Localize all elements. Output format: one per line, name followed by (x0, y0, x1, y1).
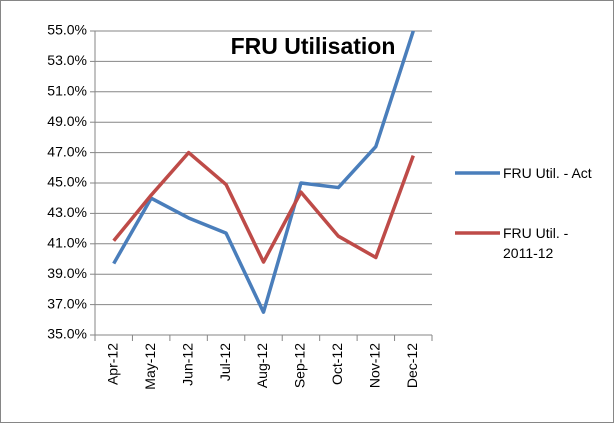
y-tick-label: 35.0% (47, 326, 87, 342)
x-tick-label: Jul-12 (217, 343, 233, 381)
x-tick-label: Apr-12 (104, 343, 120, 385)
x-tick-label: Jun-12 (179, 343, 195, 386)
series-line (112, 30, 415, 314)
y-tick-label: 43.0% (47, 204, 87, 220)
y-tick-label: 41.0% (47, 235, 87, 251)
y-tick-label: 49.0% (47, 113, 87, 129)
y-tick-label: 39.0% (47, 265, 87, 281)
x-tick-label: Aug-12 (254, 343, 270, 388)
y-tick-label: 51.0% (47, 83, 87, 99)
x-tick-label: May-12 (142, 343, 158, 390)
y-tick-label: 45.0% (47, 174, 87, 190)
legend-label: FRU Util. - 2011-12 (503, 225, 569, 261)
x-tick-label: Sep-12 (292, 343, 308, 388)
series-line (112, 150, 415, 264)
y-tick-label: 37.0% (47, 295, 87, 311)
y-tick-label: 55.0% (47, 22, 87, 38)
x-tick-label: Oct-12 (329, 343, 345, 385)
y-tick-label: 47.0% (47, 143, 87, 159)
x-tick-label: Nov-12 (367, 343, 383, 388)
x-tick-label: Dec-12 (404, 343, 420, 388)
legend-label: FRU Util. - Act (503, 165, 592, 181)
y-tick-label: 53.0% (47, 52, 87, 68)
chart-title: FRU Utilisation (231, 33, 396, 59)
